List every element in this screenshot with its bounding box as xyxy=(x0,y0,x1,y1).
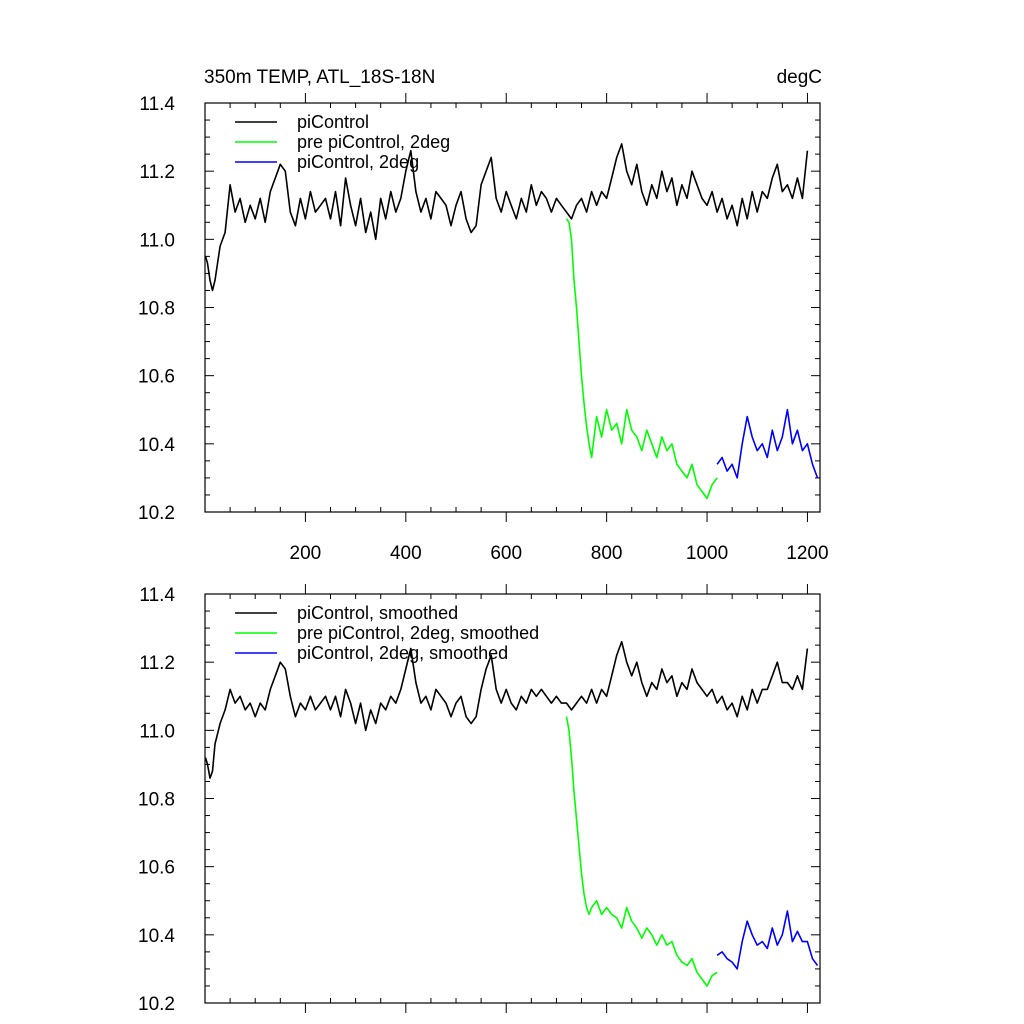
y-tick-label: 10.2 xyxy=(138,994,175,1015)
legend-label: pre piControl, 2deg xyxy=(297,132,450,152)
bottom-panel: 10.2 10.4 10.6 10.8 11.0 11.2 11.4 piControl, … xyxy=(138,584,821,1015)
series-line xyxy=(204,143,809,292)
x-tick-label: 400 xyxy=(390,543,422,564)
series-line xyxy=(565,716,718,987)
y-tick-label: 11.2 xyxy=(139,653,175,674)
series-line xyxy=(204,640,809,779)
legend-label: piControl, 2deg xyxy=(297,152,419,172)
top-panel: 350m TEMP, ATL_18S-18N degC 10.2 10.4 10.6… xyxy=(138,67,829,564)
y-tick-label: 10.4 xyxy=(138,926,175,947)
y-tick-label: 11.4 xyxy=(139,585,175,606)
y-tick-label: 10.8 xyxy=(138,299,175,320)
axis-ticks: 10.2 10.4 10.6 10.8 11.0 11.2 11.4 xyxy=(138,584,820,1015)
x-tick-label: 200 xyxy=(290,543,322,564)
chart-title-left: 350m TEMP, ATL_18S-18N xyxy=(204,67,435,88)
y-tick-label: 10.8 xyxy=(138,790,175,811)
x-tick-label: 800 xyxy=(591,543,623,564)
y-tick-label: 11.0 xyxy=(139,230,175,251)
y-tick-label: 11.4 xyxy=(139,94,175,115)
series-line xyxy=(565,218,718,500)
series-line xyxy=(716,408,819,479)
x-tick-label: 600 xyxy=(490,543,522,564)
legend-label: pre piControl, 2deg, smoothed xyxy=(297,623,539,643)
legend-label: piControl, smoothed xyxy=(297,603,458,623)
y-tick-label: 10.6 xyxy=(138,858,175,879)
series-layer xyxy=(204,143,819,500)
y-tick-label: 11.0 xyxy=(139,721,175,742)
chart-title-right: degC xyxy=(777,67,822,88)
legend-label: piControl xyxy=(297,112,369,132)
x-tick-label: 1200 xyxy=(786,543,828,564)
series-layer xyxy=(204,640,819,987)
y-tick-label: 10.4 xyxy=(138,435,175,456)
legend-label: piControl, 2deg, smoothed xyxy=(297,643,508,663)
y-tick-label: 10.6 xyxy=(138,367,175,388)
axis-ticks: 10.2 10.4 10.6 10.8 11.0 11.2 11.4 200 400 600 800… xyxy=(138,93,829,564)
x-tick-label: 1000 xyxy=(686,543,728,564)
y-tick-label: 11.2 xyxy=(139,162,175,183)
y-tick-label: 10.2 xyxy=(138,503,175,524)
series-line xyxy=(716,910,819,970)
